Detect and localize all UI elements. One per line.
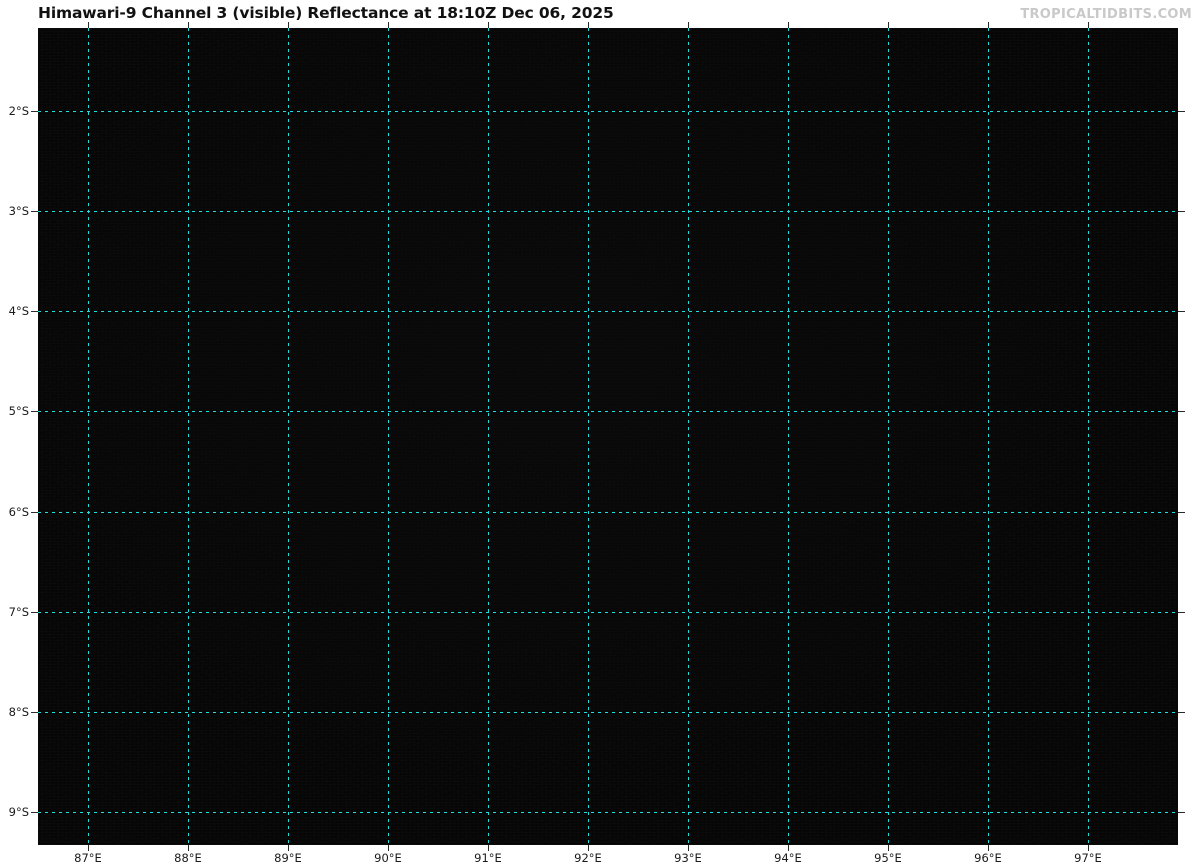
axis-label-longitude: 90°E	[374, 851, 402, 865]
tick-longitude	[488, 845, 489, 851]
axis-label-latitude: 8°S	[8, 704, 29, 719]
gridline-latitude	[38, 111, 1178, 113]
gridline-latitude	[38, 211, 1178, 213]
axis-label-longitude: 94°E	[774, 851, 802, 865]
gridline-longitude	[688, 28, 689, 845]
tick-longitude	[188, 845, 189, 851]
tick-latitude	[1178, 711, 1185, 713]
tick-latitude	[1178, 411, 1185, 413]
gridline-latitude	[38, 811, 1178, 813]
tick-longitude	[88, 22, 89, 28]
tick-longitude	[488, 22, 489, 28]
axis-label-longitude: 87°E	[74, 851, 102, 865]
axis-label-longitude: 89°E	[274, 851, 302, 865]
axis-label-longitude: 97°E	[1074, 851, 1102, 865]
axis-label-latitude: 6°S	[8, 504, 29, 519]
tick-longitude	[1088, 22, 1089, 28]
vignette-overlay	[38, 28, 1178, 845]
tick-latitude	[1178, 111, 1185, 113]
axis-label-latitude: 3°S	[8, 204, 29, 219]
gridline-latitude	[38, 411, 1178, 413]
tick-latitude	[1178, 611, 1185, 613]
gridline-longitude	[888, 28, 889, 845]
satellite-image-panel[interactable]	[38, 28, 1178, 845]
tick-longitude	[88, 845, 89, 851]
tick-longitude	[188, 22, 189, 28]
tick-longitude	[788, 22, 789, 28]
gridline-longitude	[388, 28, 389, 845]
tick-longitude	[288, 22, 289, 28]
tick-longitude	[888, 22, 889, 28]
tick-longitude	[888, 845, 889, 851]
tick-longitude	[588, 22, 589, 28]
gridline-longitude	[288, 28, 289, 845]
axis-label-longitude: 96°E	[974, 851, 1002, 865]
sensor-noise-overlay	[38, 28, 1178, 845]
page-title: Himawari-9 Channel 3 (visible) Reflectan…	[38, 4, 614, 22]
tick-longitude	[1088, 845, 1089, 851]
tick-longitude	[988, 845, 989, 851]
axis-label-longitude: 95°E	[874, 851, 902, 865]
tick-longitude	[288, 845, 289, 851]
gridline-longitude	[988, 28, 989, 845]
tick-latitude	[31, 711, 38, 713]
gridline-latitude	[38, 311, 1178, 313]
tick-latitude	[31, 811, 38, 813]
gridline-latitude	[38, 511, 1178, 513]
gridline-longitude	[788, 28, 789, 845]
tick-longitude	[388, 845, 389, 851]
axis-label-latitude: 5°S	[8, 404, 29, 419]
tick-latitude	[31, 311, 38, 313]
axis-label-longitude: 91°E	[474, 851, 502, 865]
tick-latitude	[1178, 311, 1185, 313]
tick-longitude	[688, 22, 689, 28]
tick-latitude	[1178, 811, 1185, 813]
tick-latitude	[31, 511, 38, 513]
tick-longitude	[788, 845, 789, 851]
tick-latitude	[31, 611, 38, 613]
tick-longitude	[688, 845, 689, 851]
tick-longitude	[988, 22, 989, 28]
axis-label-latitude: 4°S	[8, 304, 29, 319]
source-watermark: TROPICALTIDBITS.COM	[1020, 7, 1192, 22]
axis-label-latitude: 9°S	[8, 804, 29, 819]
tick-latitude	[31, 111, 38, 113]
gridline-longitude	[588, 28, 589, 845]
tick-latitude	[1178, 211, 1185, 213]
gridline-latitude	[38, 711, 1178, 713]
axis-label-longitude: 88°E	[174, 851, 202, 865]
tick-latitude	[31, 411, 38, 413]
tick-longitude	[388, 22, 389, 28]
gridline-longitude	[188, 28, 189, 845]
tick-latitude	[1178, 511, 1185, 513]
gridline-longitude	[88, 28, 89, 845]
gridline-latitude	[38, 611, 1178, 613]
axis-label-latitude: 7°S	[8, 604, 29, 619]
gridline-longitude	[488, 28, 489, 845]
axis-label-longitude: 92°E	[574, 851, 602, 865]
axis-label-latitude: 2°S	[8, 104, 29, 119]
tick-longitude	[588, 845, 589, 851]
tick-latitude	[31, 211, 38, 213]
axis-label-longitude: 93°E	[674, 851, 702, 865]
chart-header: Himawari-9 Channel 3 (visible) Reflectan…	[0, 0, 1200, 28]
gridline-longitude	[1088, 28, 1089, 845]
